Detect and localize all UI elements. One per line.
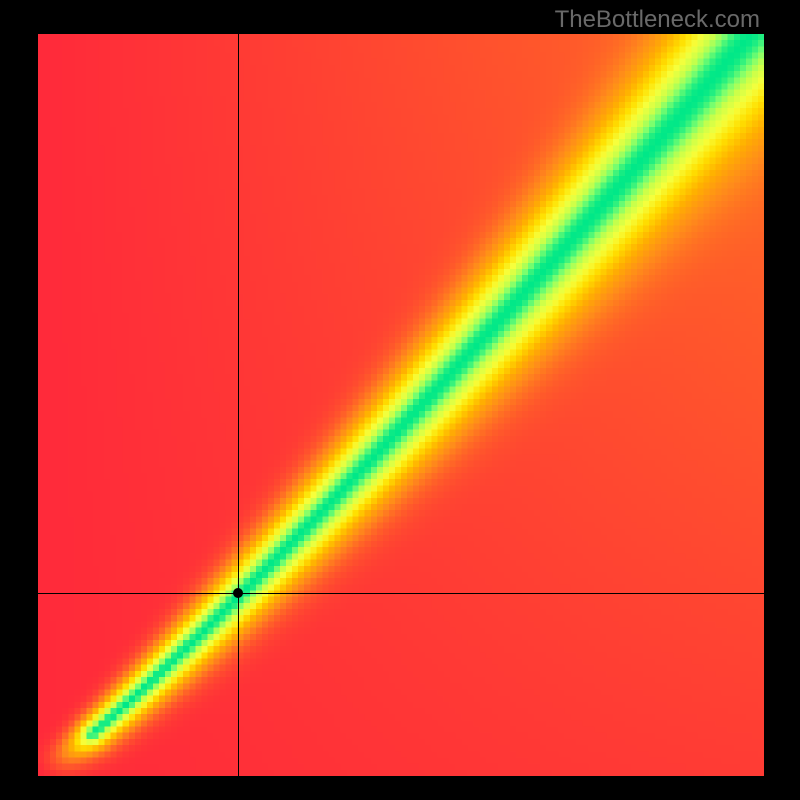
crosshair-marker — [233, 588, 243, 598]
bottleneck-heatmap — [38, 34, 764, 776]
chart-root: TheBottleneck.com — [0, 0, 800, 800]
watermark-text: TheBottleneck.com — [555, 6, 760, 34]
crosshair-horizontal — [38, 593, 764, 594]
crosshair-vertical — [238, 34, 239, 776]
